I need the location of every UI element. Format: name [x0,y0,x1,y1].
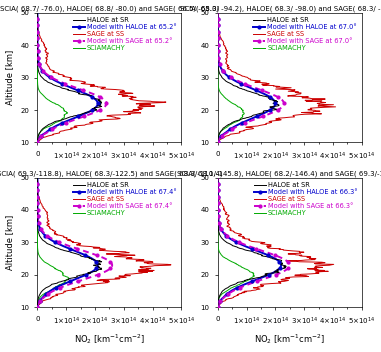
Legend: HALOE at SR, Model with HALOE at 66.3°, SAGE at SS, Model with SAGE at 66.3°, SC: HALOE at SR, Model with HALOE at 66.3°, … [252,181,359,218]
Y-axis label: Altitude [km]: Altitude [km] [6,215,14,270]
Y-axis label: Altitude [km]: Altitude [km] [6,50,14,105]
Legend: HALOE at SR, Model with HALOE at 67.0°, SAGE at SS, Model with SAGE at 67.0°, SC: HALOE at SR, Model with HALOE at 67.0°, … [252,16,359,53]
X-axis label: NO$_2$ [km$^{-1}$cm$^{-2}$]: NO$_2$ [km$^{-1}$cm$^{-2}$] [74,333,145,346]
Title: SCIA( 68.7/ -76.0), HALOE( 68.8/ -80.0) and SAGE( 66.5/ -68.3): SCIA( 68.7/ -76.0), HALOE( 68.8/ -80.0) … [0,6,219,12]
Legend: HALOE at SR, Model with HALOE at 67.4°, SAGE at SS, Model with SAGE at 67.4°, SC: HALOE at SR, Model with HALOE at 67.4°, … [72,181,178,218]
Title: SCIA( 65.0/ -94.2), HALOE( 68.3/ -98.0) and SAGE( 68.3/ -86.5): SCIA( 65.0/ -94.2), HALOE( 68.3/ -98.0) … [181,6,381,12]
X-axis label: NO$_2$ [km$^{-1}$cm$^{-2}$]: NO$_2$ [km$^{-1}$cm$^{-2}$] [254,333,325,346]
Title: SCIA( 68.1/-145.8), HALOE( 68.2/-146.4) and SAGE( 69.3/-158.2): SCIA( 68.1/-145.8), HALOE( 68.2/-146.4) … [177,170,381,177]
Title: SCIA( 69.3/-118.8), HALOE( 68.3/-122.5) and SAGE( 68.3/-110.4): SCIA( 69.3/-118.8), HALOE( 68.3/-122.5) … [0,170,222,177]
Legend: HALOE at SR, Model with HALOE at 65.2°, SAGE at SS, Model with SAGE at 65.2°, SC: HALOE at SR, Model with HALOE at 65.2°, … [72,16,178,53]
